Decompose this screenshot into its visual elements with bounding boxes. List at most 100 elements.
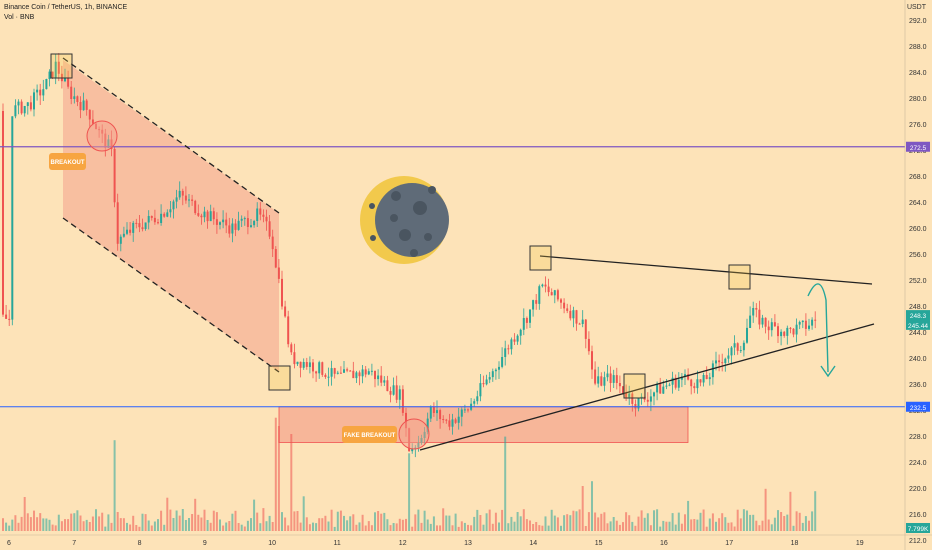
volume-bar [451,525,454,531]
candle-body [783,331,786,336]
volume-bar [417,509,420,531]
moon-crater [413,201,427,215]
volume-bar [346,520,349,531]
volume-bar [755,520,758,531]
y-tick-label: 256.0 [909,252,927,259]
volume-bar [640,510,643,531]
level-high-badge-bg [906,141,930,152]
candle-body [243,218,246,220]
last-price-badge: 248.3 [910,313,927,320]
candle-body [463,409,466,411]
candle-body [755,308,758,310]
volume-bar [783,516,786,531]
volume-bar [708,518,711,531]
volume-bar [364,525,367,531]
candle-body [730,347,733,356]
candle-body [42,89,45,96]
volume-bar [684,514,686,531]
volume-bar [668,521,671,531]
volume-bar [57,514,60,531]
candle-body [662,386,665,394]
candle-body [367,371,370,375]
chart-header: Binance Coin / TetherUS, 1h, BINANCE Vol… [4,3,127,23]
volume-bar [184,520,187,531]
candle-body [609,373,612,383]
volume-bar [240,524,243,531]
volume-bar [408,453,411,531]
candle-body [364,369,367,375]
volume-bar [256,512,259,531]
candle-body [556,290,559,300]
last-price-badge-bg [906,310,930,321]
volume-bar [516,512,519,531]
candle-body [14,105,17,117]
candle-body [665,385,668,387]
volume-bar [36,517,39,531]
volume-bar [758,525,761,531]
volume-bar [169,509,172,531]
volume-bar [510,516,513,531]
y-tick-label: 280.0 [909,96,927,103]
candle-body [122,233,125,237]
candle-body [85,100,88,110]
volume-bar [107,514,110,531]
volume-bar [457,526,460,531]
volume-badge-bg [906,523,930,533]
volume-bar [181,509,184,531]
candle-body [727,355,730,359]
candle-body [119,236,122,244]
candle-body [225,219,228,226]
volume-bar [88,522,91,531]
candle-body [17,101,20,106]
volume-bar [690,519,693,531]
x-tick-label: 13 [464,540,472,547]
candle-body [544,284,547,287]
candle-body [212,211,215,220]
volume-bar [64,519,66,531]
volume-bar [566,514,569,531]
y-tick-label: 236.0 [909,382,927,389]
volume-bar [144,514,147,531]
candle-body [439,410,442,420]
x-tick-label: 14 [529,540,537,547]
candle-body [718,360,721,363]
candle-body [479,383,482,397]
candle-body [259,208,262,215]
volume-bar [643,517,646,531]
volume-bar [746,510,748,531]
annotation-labels: 272.5 232.5 248.3 245.44 7.799K BREAKOUT FAKE … [49,141,930,533]
channel-upper-line [62,57,280,214]
volume-bar [225,522,228,531]
highlight-box [50,53,73,79]
candle-body [67,78,70,87]
candle-body [26,102,29,106]
symbol-title: Binance Coin / TetherUS, 1h, BINANCE [4,4,128,11]
candle-body [302,362,305,368]
candle-body [436,410,438,414]
candle-body [671,377,674,385]
candle-body [442,419,445,420]
volume-bar [361,514,364,531]
candle-body [622,386,624,393]
candle-body [560,299,562,303]
candle-body [240,218,243,221]
candle-body [222,219,225,223]
volume-bar [814,491,817,531]
volume-bar [259,523,262,531]
highlight-box [623,373,646,399]
candle-body [293,352,296,365]
volume-bar [327,521,330,531]
volume-bar [479,515,482,531]
candle-body [178,190,181,198]
volume-bar [429,523,432,531]
x-tick-label: 18 [791,540,799,547]
candle-body [684,374,686,377]
last-price-sub-badge: 245.44 [908,323,928,330]
volume-bar [454,513,457,531]
volume-bar [553,515,556,531]
volume-bar [122,518,125,531]
candle-body [57,61,60,74]
volume-bar [730,522,733,531]
candle-body [377,375,380,380]
volume-bar [476,509,479,531]
